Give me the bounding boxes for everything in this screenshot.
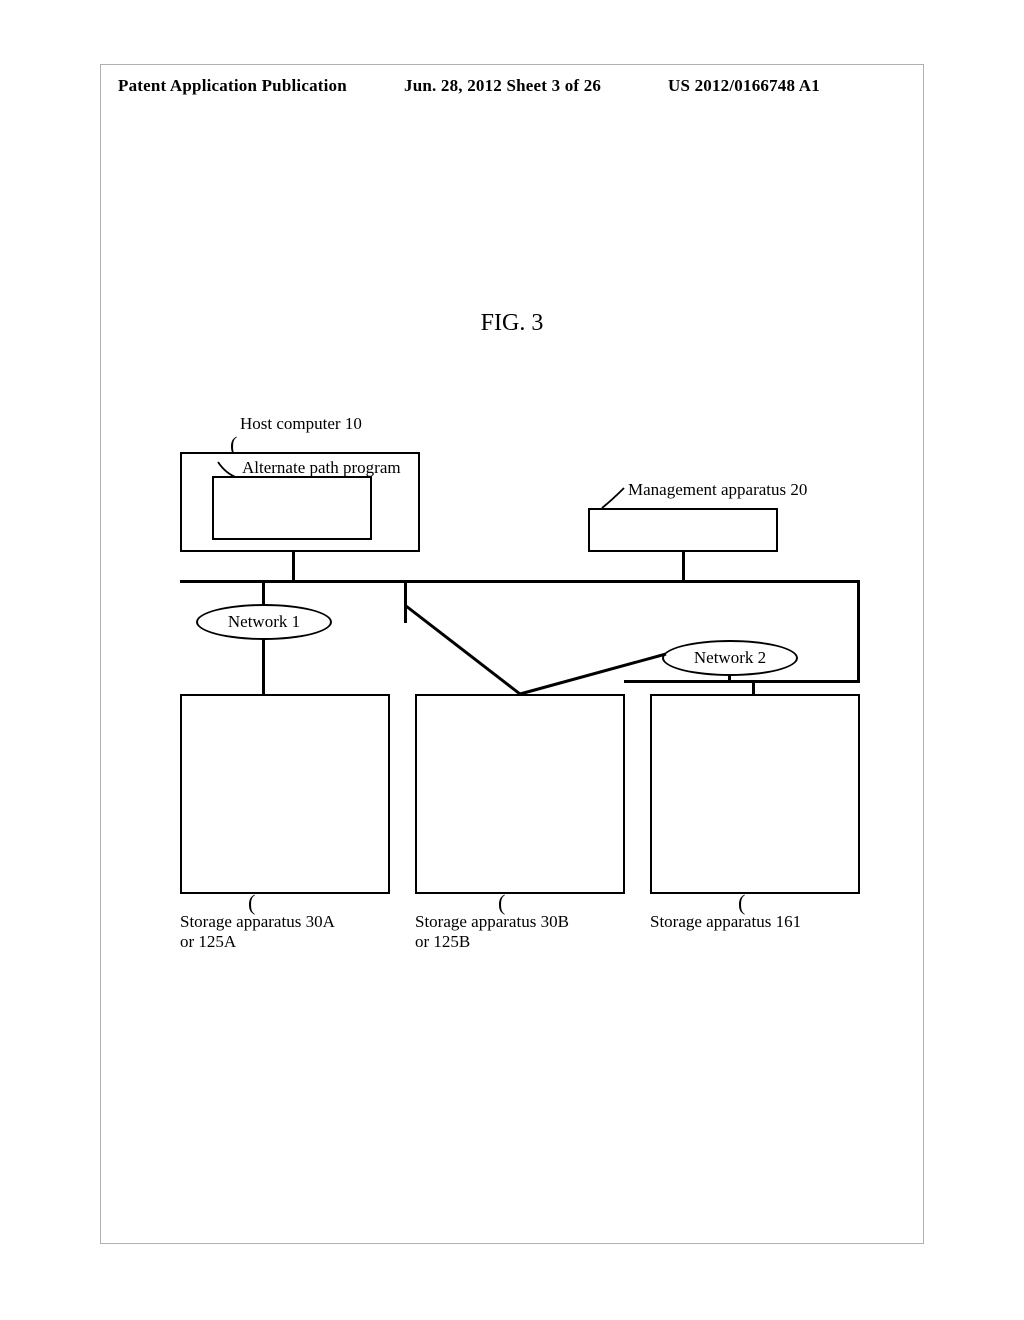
net1-bus <box>180 580 860 583</box>
connector-line <box>857 580 860 680</box>
host-label: Host computer 10 <box>240 414 362 434</box>
storage-a-label-1: Storage apparatus 30A <box>180 912 335 932</box>
connector-line <box>292 552 295 582</box>
diagram: Host computer 10 ( Alternate path progra… <box>180 400 860 1020</box>
storage-b-label-1: Storage apparatus 30B <box>415 912 569 932</box>
storage-a-label-2: or 125A <box>180 932 236 952</box>
alt-path-box <box>212 476 372 540</box>
figure-caption: FIG. 3 <box>0 310 1024 337</box>
network2-node: Network 2 <box>662 640 798 676</box>
storage-b-label-2: or 125B <box>415 932 470 952</box>
network1-node: Network 1 <box>196 604 332 640</box>
storage-c-box <box>650 694 860 894</box>
network1-label: Network 1 <box>228 612 300 632</box>
leader-line-icon <box>600 486 628 510</box>
storage-b-box <box>415 694 625 894</box>
storage-a-box <box>180 694 390 894</box>
mgmt-box <box>588 508 778 552</box>
header-right: US 2012/0166748 A1 <box>668 76 820 96</box>
connector-line <box>262 640 265 696</box>
storage-c-label: Storage apparatus 161 <box>650 912 801 932</box>
connector-line <box>516 650 676 700</box>
alt-path-label: Alternate path program <box>242 458 401 478</box>
network2-label: Network 2 <box>694 648 766 668</box>
header-left: Patent Application Publication <box>118 76 347 96</box>
header-middle: Jun. 28, 2012 Sheet 3 of 26 <box>404 76 601 96</box>
mgmt-label: Management apparatus 20 <box>628 480 807 500</box>
connector-line <box>330 606 530 698</box>
connector-line <box>682 552 685 582</box>
